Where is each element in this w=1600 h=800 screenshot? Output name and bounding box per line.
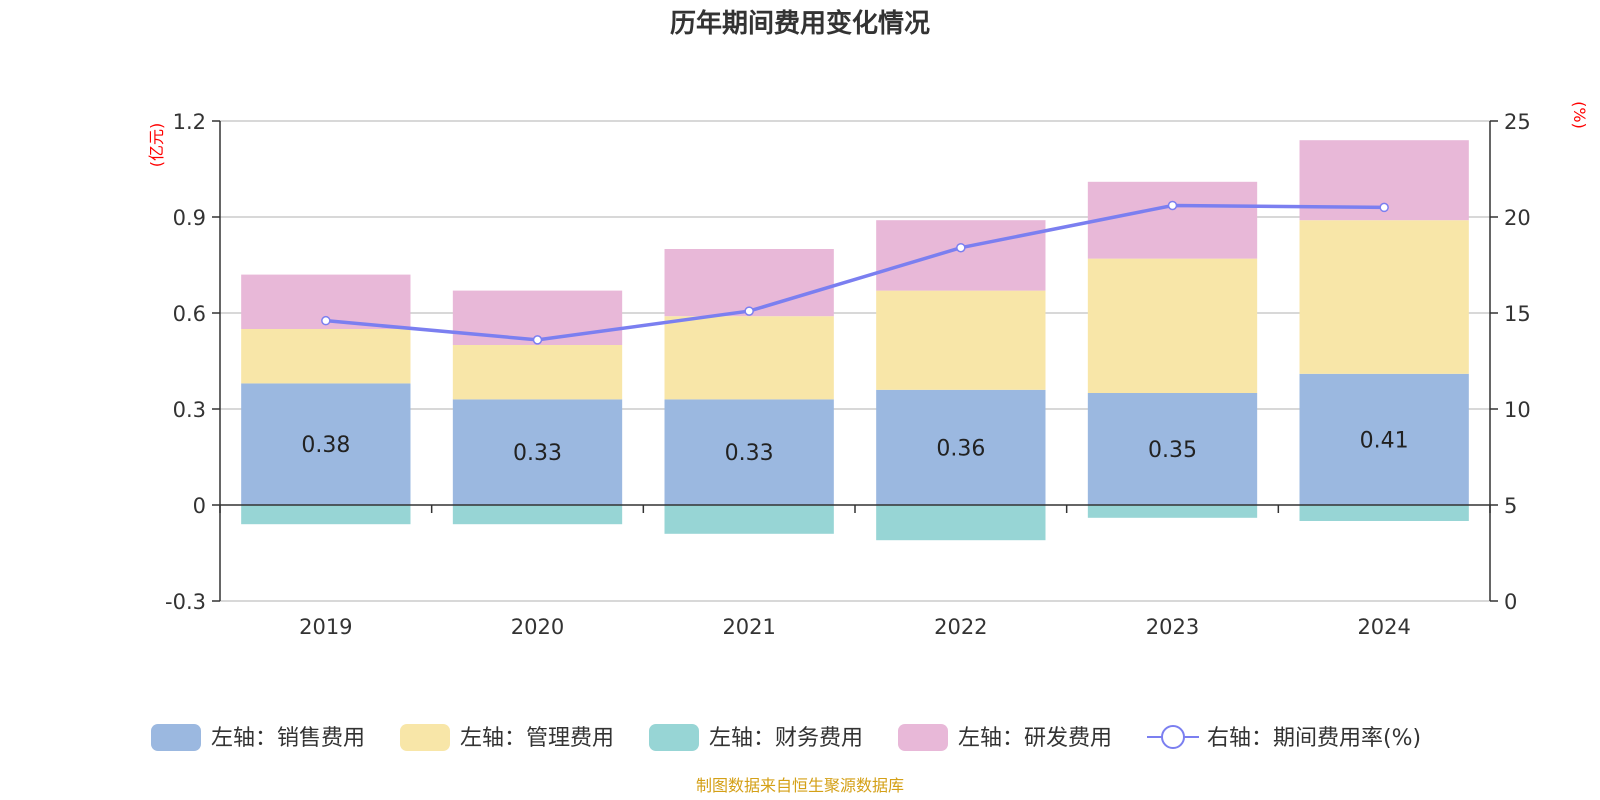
right-axis-unit: (%) [1570, 101, 1589, 129]
x-tick-label: 2024 [1357, 615, 1410, 639]
legend-item[interactable]: 左轴：财务费用 [649, 724, 863, 751]
legend-circle-icon [1161, 725, 1185, 749]
bar-segment [876, 220, 1046, 291]
data-label: 0.33 [513, 441, 562, 466]
data-label: 0.38 [301, 433, 350, 458]
x-tick-label: 2021 [722, 615, 775, 639]
rate-line [321, 200, 1389, 345]
legend-label: 左轴：研发费用 [958, 726, 1112, 751]
data-labels: 0.38 0.33 0.33 0.36 0.35 0.41 [301, 428, 1408, 466]
left-tick-label: 0 [193, 494, 206, 518]
x-tick-label: 2023 [1146, 615, 1199, 639]
data-label: 0.36 [936, 436, 985, 461]
bar-segment [664, 249, 834, 317]
legend-item[interactable]: 左轴：销售费用 [151, 724, 365, 751]
left-tick-label: 0.3 [173, 398, 206, 422]
x-tick-label: 2019 [299, 615, 352, 639]
bar-segment [241, 329, 411, 384]
right-tick-label: 0 [1504, 590, 1517, 614]
legend-swatch [151, 724, 201, 751]
legend-swatch [898, 724, 948, 751]
left-tick-label: 0.9 [173, 206, 206, 230]
legend-label: 左轴：管理费用 [460, 726, 614, 751]
bar-segment [1299, 220, 1469, 374]
right-tick-label: 15 [1504, 302, 1531, 326]
data-label: 0.41 [1360, 428, 1409, 453]
legend[interactable]: 左轴：销售费用 左轴：管理费用 左轴：财务费用 左轴：研发费用 右轴：期间费用率(%) [151, 724, 1421, 751]
legend-item[interactable]: 左轴：研发费用 [898, 724, 1112, 751]
bar-segment [1299, 373, 1469, 505]
rate-point [1379, 202, 1389, 213]
bar-segment [241, 383, 411, 505]
bar-segment [664, 505, 834, 534]
left-tick-label: 1.2 [173, 110, 206, 134]
rate-line-path [325, 203, 1385, 342]
right-tick-label: 5 [1504, 494, 1517, 518]
source-note: 制图数据来自恒生聚源数据库 [696, 776, 904, 795]
x-tick-label: 2022 [934, 615, 987, 639]
bar-segment [664, 399, 834, 505]
bar-segment [1087, 181, 1258, 259]
bar-segment [452, 399, 623, 505]
axes: 1.2 0.9 0.6 0.3 0 -0.3 25 20 15 10 5 0 2019 2020 2021 2… [165, 110, 1531, 639]
bar-segment [1087, 258, 1258, 393]
left-tick-label: 0.6 [173, 302, 206, 326]
bar-segment [1299, 505, 1469, 521]
right-tick-label: 10 [1504, 398, 1531, 422]
rate-point [321, 315, 331, 326]
bar-segment [876, 389, 1046, 505]
legend-label: 左轴：财务费用 [709, 726, 863, 751]
bar-segment [1087, 505, 1258, 518]
bar-segment [452, 345, 623, 400]
chart-title: 历年期间费用变化情况 [670, 8, 930, 39]
rate-point [532, 335, 543, 345]
rate-point [1167, 200, 1178, 211]
legend-item[interactable]: 右轴：期间费用率(%) [1147, 725, 1421, 751]
bar-segment [664, 316, 834, 400]
x-tick-label: 2020 [511, 615, 564, 639]
bar-segment [241, 505, 411, 525]
left-tick-label: -0.3 [165, 590, 206, 614]
data-label: 0.35 [1148, 438, 1197, 463]
legend-swatch [649, 724, 699, 751]
bar-segment [452, 505, 623, 525]
left-axis-unit: (亿元) [147, 123, 166, 168]
rate-point [744, 306, 754, 316]
bar-segment [876, 505, 1046, 541]
legend-label: 右轴：期间费用率(%) [1207, 726, 1421, 751]
legend-item[interactable]: 左轴：管理费用 [400, 724, 614, 751]
right-tick-label: 25 [1504, 110, 1531, 134]
bars [241, 140, 1469, 541]
legend-swatch [400, 724, 450, 751]
gridlines [220, 120, 1490, 602]
legend-label: 左轴：销售费用 [211, 726, 365, 751]
bar-segment [876, 290, 1046, 390]
rate-point [956, 242, 966, 253]
right-tick-label: 20 [1504, 206, 1531, 230]
bar-segment [1087, 393, 1258, 505]
data-label: 0.33 [725, 441, 774, 466]
